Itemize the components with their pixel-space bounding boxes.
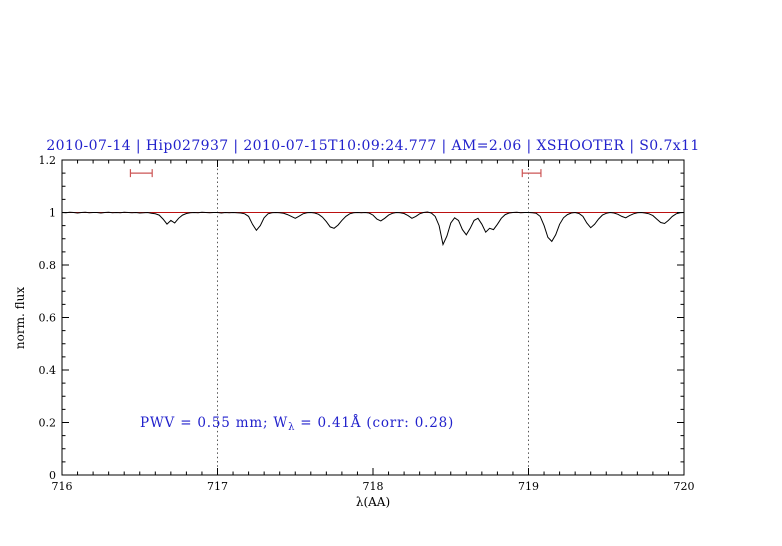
x-tick-label: 718 [363,480,384,493]
pwv-annotation: PWV = 0.55 mm; Wλ = 0.41Å (corr: 0.28) [140,415,454,433]
y-tick-label: 0.2 [39,417,57,430]
y-tick-label: 0.4 [39,364,57,377]
y-tick-label: 0.8 [39,259,57,272]
y-axis-label: norm. flux [13,287,27,349]
x-tick-label: 717 [207,480,228,493]
region-marker [129,169,153,178]
pwv-annotation-prefix: PWV = 0.55 mm; W [140,415,288,431]
x-tick-label: 720 [674,480,695,493]
pwv-annotation-subscript: λ [288,422,295,433]
plot-title: 2010-07-14 | Hip027937 | 2010-07-15T10:0… [46,138,699,154]
region-marker [521,169,542,178]
spectrum-line [61,211,685,247]
y-tick-label: 1 [49,207,56,220]
x-axis-label: λ(AA) [356,495,390,509]
plot-generated-layers: 716 717 718 719 720 0 0.2 0.4 0.6 0.8 1 1.2 [39,154,695,493]
x-tick-label: 716 [52,480,73,493]
y-tick-label: 0.6 [39,312,57,325]
y-tick-label: 0 [49,469,56,482]
x-tick-label: 719 [518,480,539,493]
pwv-annotation-suffix: = 0.41Å (corr: 0.28) [295,415,454,431]
y-tick-label: 1.2 [39,154,57,167]
